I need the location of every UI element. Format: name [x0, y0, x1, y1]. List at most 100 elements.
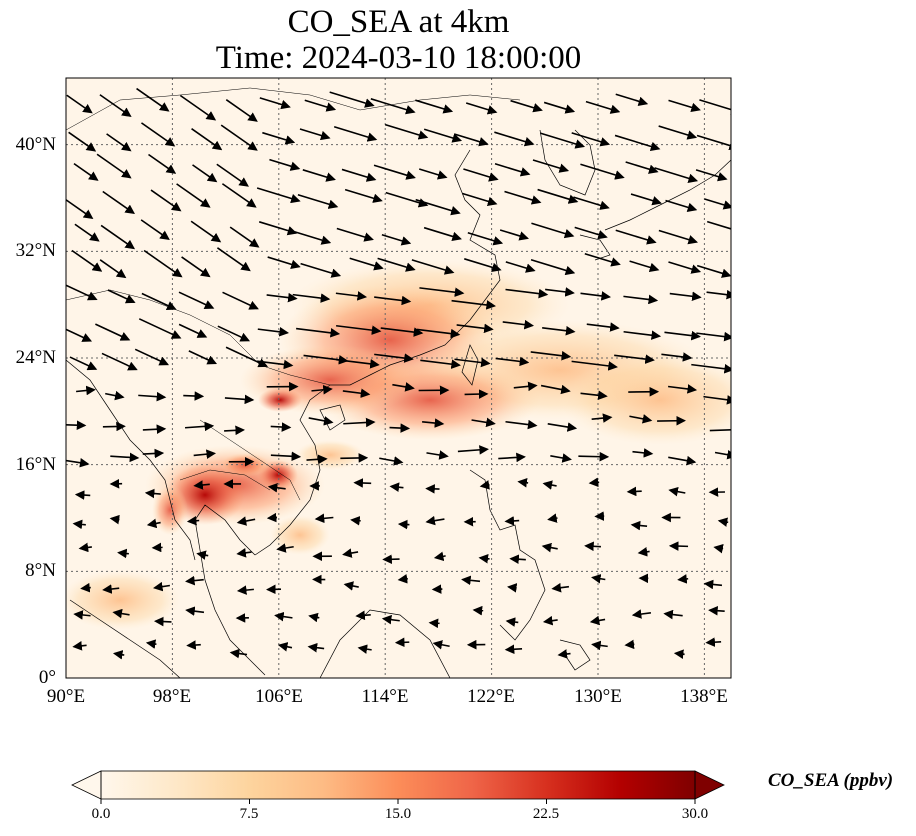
y-tick-label: 32°N [15, 240, 56, 261]
wind-arrow [591, 574, 606, 584]
wind-arrow [584, 541, 601, 552]
wind-arrow [236, 548, 252, 558]
wind-arrow [73, 610, 91, 620]
wind-arrow [141, 292, 177, 310]
wind-arrow [150, 189, 182, 212]
wind-arrow [494, 131, 535, 147]
wind-arrow [454, 357, 491, 368]
wind-arrow [669, 291, 702, 302]
wind-arrow [428, 618, 440, 629]
wind-arrow [377, 257, 416, 272]
wind-arrow [176, 183, 211, 208]
wind-arrow [713, 543, 724, 554]
wind-arrow [418, 168, 448, 180]
wind-arrow [542, 615, 558, 626]
y-tick-label: 8°N [25, 560, 56, 581]
wind-arrow [704, 198, 731, 210]
wind-arrow [229, 648, 248, 659]
wind-arrow [349, 257, 384, 271]
wind-arrow [66, 198, 94, 219]
wind-arrow [471, 417, 496, 428]
wind-arrow [221, 183, 257, 208]
wind-arrow [423, 226, 462, 242]
wind-arrow [266, 292, 298, 303]
wind-arrow [661, 352, 693, 362]
colorbar-tick-label: 22.5 [532, 806, 560, 822]
wind-arrow [420, 359, 461, 369]
wind-arrow [625, 161, 659, 174]
wind-arrow [225, 99, 258, 122]
wind-arrow [668, 261, 702, 274]
wind-arrow [389, 423, 411, 433]
wind-arrow [706, 289, 731, 300]
wind-arrow [117, 548, 129, 559]
x-tick-label: 122°E [467, 686, 515, 707]
map-frame [65, 77, 732, 679]
wind-arrow [191, 128, 223, 151]
wind-arrow [624, 639, 635, 650]
wind-arrow [545, 287, 575, 297]
wind-arrow [336, 324, 382, 335]
x-tick-label: 130°E [574, 686, 622, 707]
wind-arrow [411, 259, 455, 275]
wind-arrow [517, 478, 529, 488]
wind-arrow [708, 605, 725, 616]
wind-arrow [415, 99, 454, 114]
wind-arrow [80, 582, 91, 593]
wind-arrow [112, 650, 125, 660]
wind-arrow [416, 328, 461, 339]
wind-arrow [461, 575, 481, 586]
wind-arrow [276, 543, 294, 553]
wind-arrow [216, 247, 251, 272]
wind-arrow [181, 256, 211, 278]
wind-arrow [73, 162, 99, 181]
wind-arrow [668, 486, 686, 497]
wind-arrow [277, 642, 293, 652]
wind-arrow [668, 99, 701, 113]
wind-arrow [626, 486, 642, 497]
wind-arrow [530, 259, 576, 276]
wind-arrow [185, 575, 204, 586]
wind-arrow [454, 133, 489, 147]
wind-arrow [193, 480, 210, 490]
x-tick-label: 114°E [361, 686, 409, 707]
wind-arrow [571, 360, 618, 371]
wind-arrow [571, 132, 611, 147]
wind-arrow [547, 513, 558, 523]
wind-arrow [109, 514, 120, 525]
colorbar-title: CO_SEA (ppbv) [768, 770, 894, 791]
wind-arrow [591, 640, 608, 651]
wind-arrow [66, 94, 93, 114]
wind-arrow [457, 445, 489, 455]
wind-arrow [397, 574, 408, 584]
wind-arrow [256, 187, 301, 204]
wind-arrow [394, 637, 410, 648]
wind-arrow [615, 93, 649, 106]
wind-arrow [717, 517, 729, 527]
wind-arrow [100, 224, 136, 250]
wind-arrow [220, 124, 258, 151]
wind-arrow [699, 99, 731, 115]
wind-arrow [705, 637, 722, 647]
wind-arrow [472, 605, 484, 616]
wind-arrow [550, 453, 572, 463]
wind-arrow [370, 98, 416, 115]
wind-arrow [193, 449, 217, 459]
wind-arrow [224, 394, 255, 405]
wind-arrow [342, 548, 359, 558]
wind-arrow [110, 452, 140, 463]
wind-arrow [691, 363, 731, 374]
wind-arrow [540, 132, 586, 149]
wind-arrow [142, 448, 165, 459]
wind-arrow [141, 122, 176, 147]
wind-arrow [329, 91, 375, 108]
wind-arrow [302, 169, 336, 182]
wind-arrow [307, 642, 325, 653]
wind-arrow [714, 449, 731, 460]
wind-arrow [374, 353, 414, 363]
wind-arrow [262, 131, 296, 145]
wind-arrow [102, 421, 126, 432]
wind-arrow [66, 420, 87, 430]
wind-arrow [379, 456, 404, 466]
wind-arrow [357, 644, 372, 654]
